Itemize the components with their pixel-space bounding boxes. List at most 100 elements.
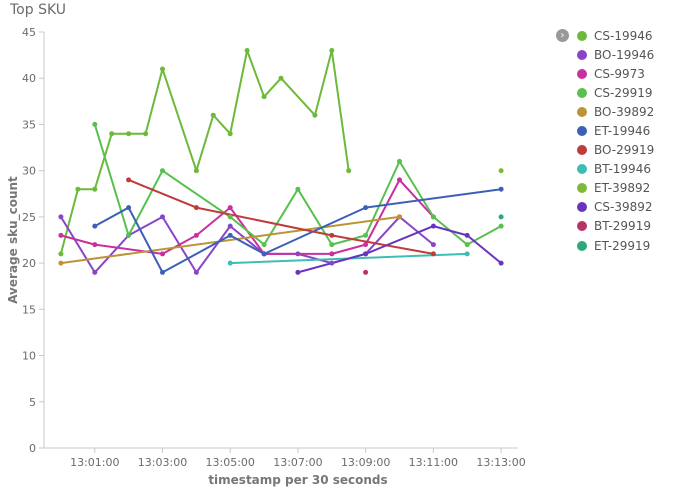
series-line-bo-19946[interactable]	[60, 215, 435, 274]
data-point-bo-19946[interactable]	[430, 242, 436, 248]
data-point-cs-19946[interactable]	[244, 48, 250, 53]
data-point-cs-29919[interactable]	[227, 214, 233, 220]
legend-item-bt-29919[interactable]: BT-29919	[577, 217, 654, 236]
data-point-cs-19946[interactable]	[329, 48, 335, 53]
data-point-bo-19946[interactable]	[160, 214, 165, 220]
data-point-cs-19946[interactable]	[278, 75, 284, 81]
data-point-cs-29919[interactable]	[92, 121, 98, 127]
data-point-cs-19946[interactable]	[75, 186, 81, 192]
data-point-bo-29919[interactable]	[193, 205, 199, 211]
data-point-cs-29919[interactable]	[430, 214, 436, 220]
data-point-bt-19946[interactable]	[464, 251, 470, 257]
legend-item-et-39892[interactable]: ET-39892	[577, 179, 654, 198]
data-point-cs-9973[interactable]	[397, 177, 402, 183]
data-point-et-19946[interactable]	[160, 269, 165, 275]
data-point-bo-39892[interactable]	[58, 260, 64, 266]
data-point-bo-19946[interactable]	[92, 269, 98, 275]
legend-item-cs-29919[interactable]: CS-29919	[577, 83, 654, 102]
data-point-cs-29919[interactable]	[363, 232, 369, 238]
data-point-cs-9973[interactable]	[58, 232, 64, 238]
data-point-cs-39892[interactable]	[363, 251, 369, 257]
legend-label: BO-19946	[594, 47, 655, 62]
data-point-bo-29919[interactable]	[430, 251, 436, 257]
y-axis: 0 5 10 15 20 25 30 35 40 45	[22, 26, 45, 455]
data-point-cs-19946[interactable]	[261, 94, 267, 100]
data-point-bo-19946[interactable]	[193, 269, 199, 275]
data-point-bo-39892[interactable]	[397, 214, 402, 220]
legend-item-et-29919[interactable]: ET-29919	[577, 236, 654, 255]
series-line-bo-39892[interactable]	[60, 215, 400, 265]
data-point-cs-19946[interactable]	[143, 131, 149, 137]
data-point-bo-19946[interactable]	[227, 223, 233, 229]
data-point-bo-29919[interactable]	[329, 232, 335, 238]
data-point-cs-29919[interactable]	[329, 242, 335, 248]
data-point-cs-19946[interactable]	[346, 168, 352, 174]
data-point-cs-19946[interactable]	[160, 66, 165, 72]
data-point-bo-19946[interactable]	[329, 260, 335, 266]
data-point-et-19946[interactable]	[261, 251, 267, 257]
data-point-cs-19946[interactable]	[126, 131, 132, 137]
data-point-bo-19946[interactable]	[58, 214, 64, 220]
data-point-et-19946[interactable]	[227, 232, 233, 238]
series-line-cs-29919[interactable]	[93, 124, 502, 246]
data-point-cs-19946[interactable]	[58, 251, 64, 257]
chart-title: Top SKU	[10, 2, 67, 18]
data-point-cs-19946[interactable]	[92, 186, 98, 192]
data-point-et-19946[interactable]	[126, 205, 132, 211]
legend-dot-icon	[577, 164, 587, 175]
legend-item-cs-39892[interactable]: CS-39892	[577, 198, 654, 217]
data-point-cs-19946[interactable]	[193, 168, 199, 174]
data-point-et-19946[interactable]	[92, 223, 98, 229]
data-point-bt-19946[interactable]	[227, 260, 233, 266]
data-point-cs-29919[interactable]	[261, 242, 267, 248]
chevron-right-icon[interactable]: ›	[556, 29, 569, 42]
data-point-cs-29919[interactable]	[126, 232, 132, 238]
data-point-et-29919[interactable]	[498, 214, 504, 220]
legend-item-et-19946[interactable]: ET-19946	[577, 121, 654, 140]
legend-label: CS-29919	[594, 85, 653, 100]
data-point-cs-19946[interactable]	[210, 112, 216, 118]
legend-item-bo-29919[interactable]: BO-29919	[577, 141, 654, 160]
data-point-cs-9973[interactable]	[227, 205, 233, 211]
series-line-cs-19946[interactable]	[59, 49, 350, 255]
x-tick-label: 13:09:00	[341, 456, 390, 469]
data-point-cs-39892[interactable]	[430, 223, 436, 229]
legend-dot-icon	[577, 30, 587, 41]
data-point-cs-39892[interactable]	[464, 232, 470, 238]
data-point-bo-19946[interactable]	[295, 251, 301, 257]
legend-item-bt-19946[interactable]: BT-19946	[577, 160, 654, 179]
x-tick-label: 13:11:00	[409, 456, 458, 469]
data-point-cs-39892[interactable]	[498, 260, 504, 266]
data-point-et-19946[interactable]	[363, 205, 369, 211]
data-point-bo-29919[interactable]	[126, 177, 132, 183]
y-tick-label: 30	[22, 165, 36, 178]
data-point-cs-19946[interactable]	[312, 112, 318, 118]
legend-item-cs-19946[interactable]: CS-19946	[577, 26, 654, 45]
legend-item-cs-9973[interactable]: CS-9973	[577, 64, 654, 83]
data-point-et-39892[interactable]	[498, 168, 504, 174]
data-point-cs-19946[interactable]	[227, 131, 233, 137]
series-line-cs-39892[interactable]	[297, 225, 502, 274]
data-point-cs-39892[interactable]	[295, 269, 301, 275]
data-point-cs-9973[interactable]	[160, 251, 165, 257]
data-point-cs-29919[interactable]	[160, 168, 165, 174]
data-point-cs-9973[interactable]	[329, 251, 335, 257]
data-point-cs-29919[interactable]	[464, 242, 470, 248]
line-chart: 0 5 10 15 20 25 30 35 40 45 13:01:00 13:03:00 13:05…	[6, 26, 526, 487]
series-line-bo-29919[interactable]	[128, 178, 434, 255]
data-point-cs-9973[interactable]	[363, 242, 369, 248]
data-point-cs-9973[interactable]	[92, 242, 98, 248]
data-point-cs-29919[interactable]	[397, 158, 402, 164]
x-axis: 13:01:00 13:03:00 13:05:00 13:07:00 13:09:00…	[44, 447, 526, 469]
data-point-cs-29919[interactable]	[498, 223, 504, 229]
data-point-bt-29919[interactable]	[363, 269, 369, 275]
data-point-cs-9973[interactable]	[193, 232, 199, 238]
data-point-et-19946[interactable]	[498, 186, 504, 192]
legend-label: BO-29919	[594, 143, 655, 158]
legend-label: CS-39892	[594, 200, 653, 215]
y-tick-label: 45	[22, 26, 36, 39]
data-point-cs-19946[interactable]	[109, 131, 115, 137]
legend-item-bo-19946[interactable]: BO-19946	[577, 45, 654, 64]
legend-item-bo-39892[interactable]: BO-39892	[577, 102, 654, 121]
data-point-cs-29919[interactable]	[295, 186, 301, 192]
